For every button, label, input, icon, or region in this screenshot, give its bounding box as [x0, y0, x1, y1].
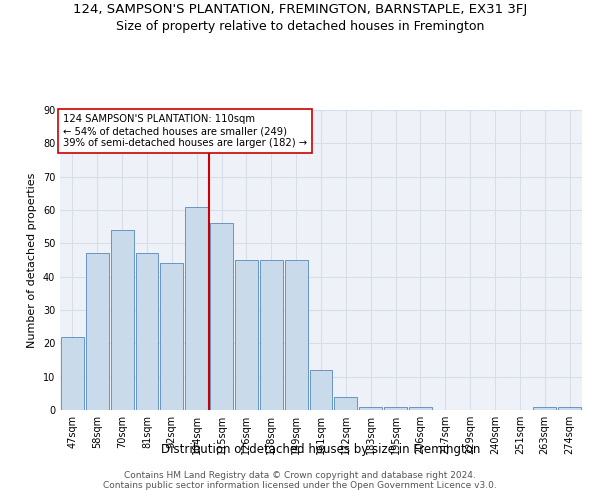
Bar [260, 260, 283, 410]
Bar [136, 254, 158, 410]
Bar [111, 230, 134, 410]
Y-axis label: Number of detached properties: Number of detached properties [27, 172, 37, 348]
Text: Contains HM Land Registry data © Crown copyright and database right 2024.
Contai: Contains HM Land Registry data © Crown c… [103, 470, 497, 490]
Bar [61, 336, 84, 410]
Bar [86, 254, 109, 410]
Bar [558, 406, 581, 410]
Bar [160, 264, 183, 410]
Text: 124, SAMPSON'S PLANTATION, FREMINGTON, BARNSTAPLE, EX31 3FJ: 124, SAMPSON'S PLANTATION, FREMINGTON, B… [73, 2, 527, 16]
Text: Distribution of detached houses by size in Fremington: Distribution of detached houses by size … [161, 442, 481, 456]
Bar [285, 260, 308, 410]
Bar [235, 260, 258, 410]
Text: Size of property relative to detached houses in Fremington: Size of property relative to detached ho… [116, 20, 484, 33]
Bar [185, 206, 208, 410]
Bar [334, 396, 357, 410]
Bar [310, 370, 332, 410]
Bar [210, 224, 233, 410]
Bar [384, 406, 407, 410]
Bar [533, 406, 556, 410]
Text: 124 SAMPSON'S PLANTATION: 110sqm
← 54% of detached houses are smaller (249)
39% : 124 SAMPSON'S PLANTATION: 110sqm ← 54% o… [62, 114, 307, 148]
Bar [359, 406, 382, 410]
Bar [409, 406, 432, 410]
